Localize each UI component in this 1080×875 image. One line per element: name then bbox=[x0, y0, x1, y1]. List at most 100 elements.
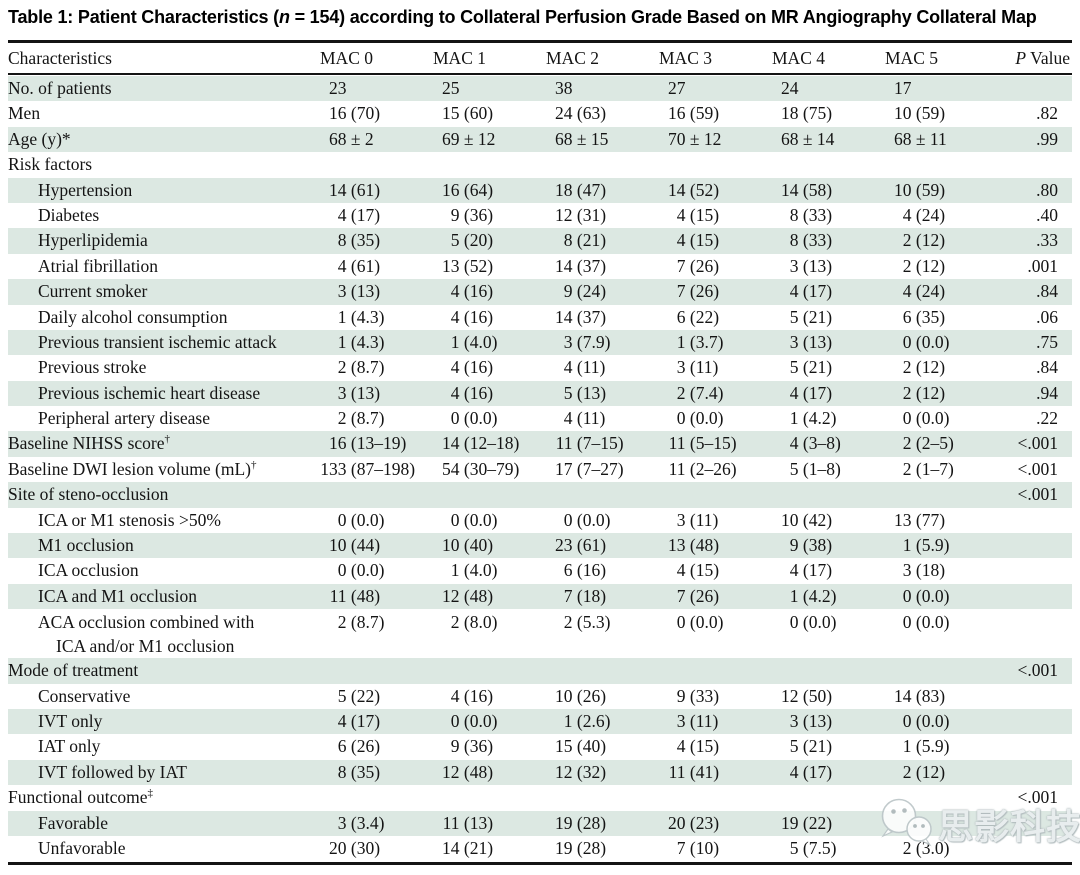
header-mac4: MAC 4 bbox=[772, 48, 825, 68]
table-row: Atrial fibrillation 4 (61) 13 (52) 14 (37) 7… bbox=[8, 254, 1072, 279]
cell-mac3: 4 (15) bbox=[676, 560, 720, 581]
cell-mac1: 10 (40) bbox=[442, 535, 494, 556]
cell-pvalue: <.001 bbox=[1017, 484, 1059, 505]
cell-mac3: 3 (11) bbox=[676, 710, 719, 731]
cell-mac5: 0 (0.0) bbox=[902, 408, 950, 429]
table-row: ICA or M1 stenosis >50% 0 (0.0) 0 (0.0) 0 (… bbox=[8, 508, 1072, 533]
cell-mac0: 5 (22) bbox=[337, 685, 381, 706]
cell-mac4: 24 bbox=[781, 78, 799, 98]
cell-mac3: 70 ± 12 bbox=[668, 128, 722, 149]
cell-mac0: 10 (44) bbox=[329, 535, 381, 556]
cell-pvalue: .82 bbox=[1036, 103, 1058, 124]
cell-mac1 bbox=[403, 785, 516, 810]
cell-pvalue bbox=[968, 152, 1072, 177]
cell-mac5: 2 (12) bbox=[902, 230, 946, 251]
cell-mac2: 23 (61) bbox=[555, 535, 607, 556]
cell-mac0: 2 (8.7) bbox=[337, 408, 385, 429]
cell-mac4: 4 (17) bbox=[789, 382, 833, 403]
cell-characteristic: IAT only bbox=[38, 736, 101, 757]
cell-mac5: 4 (24) bbox=[902, 204, 946, 225]
cell-mac5: 10 (59) bbox=[894, 179, 946, 200]
cell-mac5: 6 (35) bbox=[902, 306, 946, 327]
cell-characteristic: Conservative bbox=[38, 685, 131, 706]
header-mac3: MAC 3 bbox=[659, 48, 712, 68]
cell-mac5: 2 (2–5) bbox=[902, 433, 954, 454]
cell-mac5: 2 (3.0) bbox=[902, 837, 950, 858]
cell-mac3 bbox=[629, 482, 742, 507]
cell-pvalue bbox=[968, 836, 1072, 861]
cell-mac3: 0 (0.0) bbox=[676, 408, 724, 429]
cell-mac0 bbox=[290, 658, 403, 683]
cell-mac1: 1 (4.0) bbox=[450, 560, 498, 581]
cell-pvalue: .80 bbox=[1036, 179, 1058, 200]
cell-mac1: 54 (30–79) bbox=[442, 458, 520, 479]
cell-mac2: 10 (26) bbox=[555, 685, 607, 706]
cell-mac3: 4 (15) bbox=[676, 736, 720, 757]
cell-mac4 bbox=[742, 658, 855, 683]
cell-mac0: 2 (8.7) bbox=[337, 357, 385, 378]
cell-mac4: 3 (13) bbox=[789, 331, 833, 352]
cell-mac4: 1 (4.2) bbox=[789, 408, 837, 429]
cell-characteristic: Functional outcome‡ bbox=[8, 787, 153, 808]
cell-mac4: 8 (33) bbox=[789, 204, 833, 225]
cell-characteristic: ICA and M1 occlusion bbox=[38, 585, 197, 606]
cell-mac1: 15 (60) bbox=[442, 103, 494, 124]
table-row: IVT followed by IAT 8 (35) 12 (48) 12 (32) 1… bbox=[8, 759, 1072, 786]
header-mac5: MAC 5 bbox=[885, 48, 938, 68]
header-rule bbox=[8, 73, 1072, 75]
cell-mac2: 12 (32) bbox=[555, 761, 607, 782]
cell-mac0: 133 (87–198) bbox=[320, 458, 416, 479]
cell-mac0: 4 (17) bbox=[337, 204, 381, 225]
cell-mac3 bbox=[629, 785, 742, 810]
cell-mac0: 3 (13) bbox=[337, 281, 381, 302]
cell-pvalue: <.001 bbox=[1017, 433, 1059, 454]
cell-mac3: 4 (15) bbox=[676, 204, 720, 225]
cell-mac1: 9 (36) bbox=[450, 204, 494, 225]
table-title-part1: Table 1: Patient Characteristics ( bbox=[8, 7, 279, 27]
cell-mac0: 20 (30) bbox=[329, 837, 381, 858]
table-row: Risk factors bbox=[8, 152, 1072, 177]
cell-mac2: 18 (47) bbox=[555, 179, 607, 200]
cell-mac4 bbox=[742, 785, 855, 810]
cell-mac5: 0 (0.0) bbox=[902, 585, 950, 606]
cell-mac1: 2 (8.0) bbox=[450, 612, 498, 633]
cell-mac5 bbox=[855, 482, 968, 507]
cell-mac0: 8 (35) bbox=[337, 761, 381, 782]
cell-mac1: 0 (0.0) bbox=[450, 509, 498, 530]
cell-mac4: 14 (58) bbox=[781, 179, 833, 200]
cell-pvalue bbox=[968, 533, 1072, 558]
cell-mac0: 0 (0.0) bbox=[337, 560, 385, 581]
cell-characteristic: M1 occlusion bbox=[38, 535, 134, 556]
cell-mac2: 9 (24) bbox=[563, 281, 607, 302]
cell-pvalue: .06 bbox=[1036, 306, 1058, 327]
cell-mac1: 16 (64) bbox=[442, 179, 494, 200]
cell-mac3: 14 (52) bbox=[668, 179, 720, 200]
cell-mac2: 14 (37) bbox=[555, 255, 607, 276]
table-row: Site of steno-occlusion <.001 bbox=[8, 482, 1072, 508]
cell-mac5: 0 (0.0) bbox=[902, 612, 950, 633]
cell-mac3 bbox=[629, 658, 742, 683]
cell-mac3: 9 (33) bbox=[676, 685, 720, 706]
cell-mac2: 0 (0.0) bbox=[563, 509, 611, 530]
cell-characteristic: Peripheral artery disease bbox=[38, 408, 211, 429]
table-row: IVT only 4 (17) 0 (0.0) 1 (2.6) 3 (11) 3 (13)… bbox=[8, 708, 1072, 735]
table-title-n-italic: n bbox=[278, 7, 290, 27]
cell-mac1: 11 (13) bbox=[442, 812, 494, 833]
cell-mac1: 4 (16) bbox=[450, 382, 494, 403]
cell-mac0: 1 (4.3) bbox=[337, 331, 385, 352]
table-row: Hypertension 14 (61) 16 (64) 18 (47) 14 (52)… bbox=[8, 177, 1072, 203]
cell-mac1: 4 (16) bbox=[450, 306, 494, 327]
table-row: IAT only 6 (26) 9 (36) 15 (40) 4 (15) 5 (21) 1… bbox=[8, 734, 1072, 759]
cell-mac4: 19 (22) bbox=[781, 812, 833, 833]
table-row: Age (y)* 68 ± 2 69 ± 12 68 ± 15 70 ± 12 68 ± … bbox=[8, 126, 1072, 153]
cell-mac3: 0 (0.0) bbox=[676, 612, 724, 633]
table-row: Diabetes 4 (17) 9 (36) 12 (31) 4 (15) 8 (33) 4… bbox=[8, 203, 1072, 228]
cell-mac5: 3 (18) bbox=[902, 560, 946, 581]
table-row: Mode of treatment <.001 bbox=[8, 658, 1072, 684]
cell-mac2 bbox=[516, 482, 629, 507]
cell-characteristic: ACA occlusion combined with ICA and/or M1… bbox=[38, 612, 255, 657]
cell-mac1: 14 (21) bbox=[442, 837, 494, 858]
cell-mac4 bbox=[742, 482, 855, 507]
cell-pvalue bbox=[968, 76, 1072, 101]
